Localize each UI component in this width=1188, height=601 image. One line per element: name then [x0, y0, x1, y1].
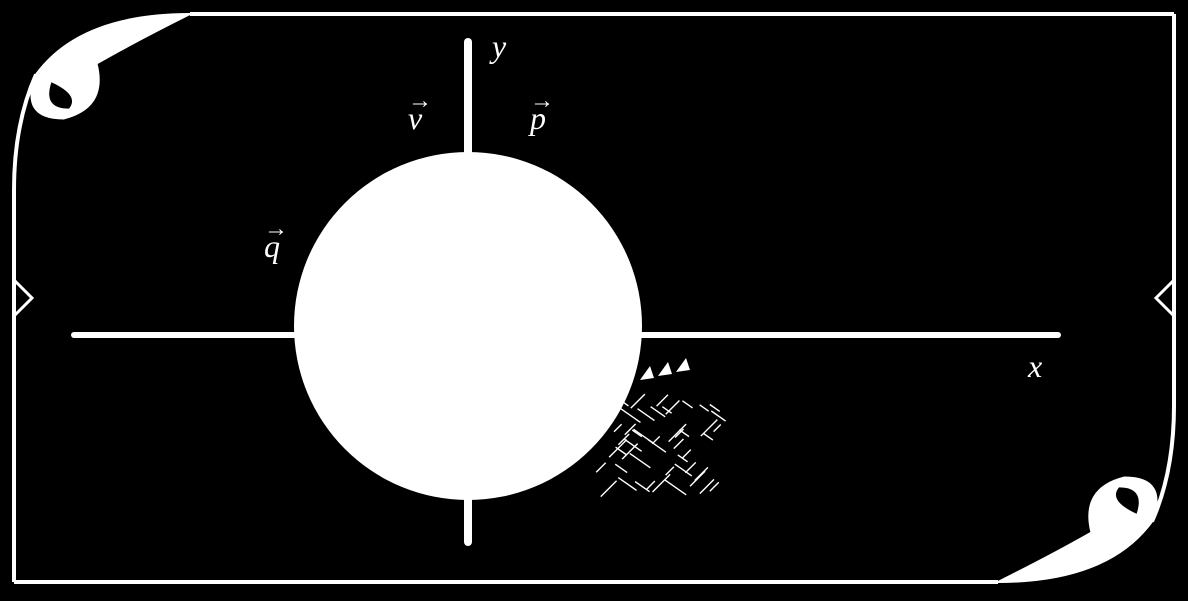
vector-arrow-icon: →: [408, 88, 432, 115]
disc: [294, 152, 642, 500]
vector-label-q: → q: [264, 228, 280, 265]
x-text: x: [1028, 348, 1042, 384]
vector-arrow-icon: →: [264, 216, 288, 243]
vector-arrow-icon: →: [530, 88, 554, 115]
diagram-svg: [0, 0, 1188, 596]
y-text: y: [492, 28, 506, 64]
vector-label-v: → v: [408, 100, 422, 137]
vector-label-p: → p: [530, 100, 546, 137]
diagram-container: y x → v → p → q: [0, 0, 1188, 596]
axis-label-y: y: [492, 28, 506, 65]
axis-label-x: x: [1028, 348, 1042, 385]
